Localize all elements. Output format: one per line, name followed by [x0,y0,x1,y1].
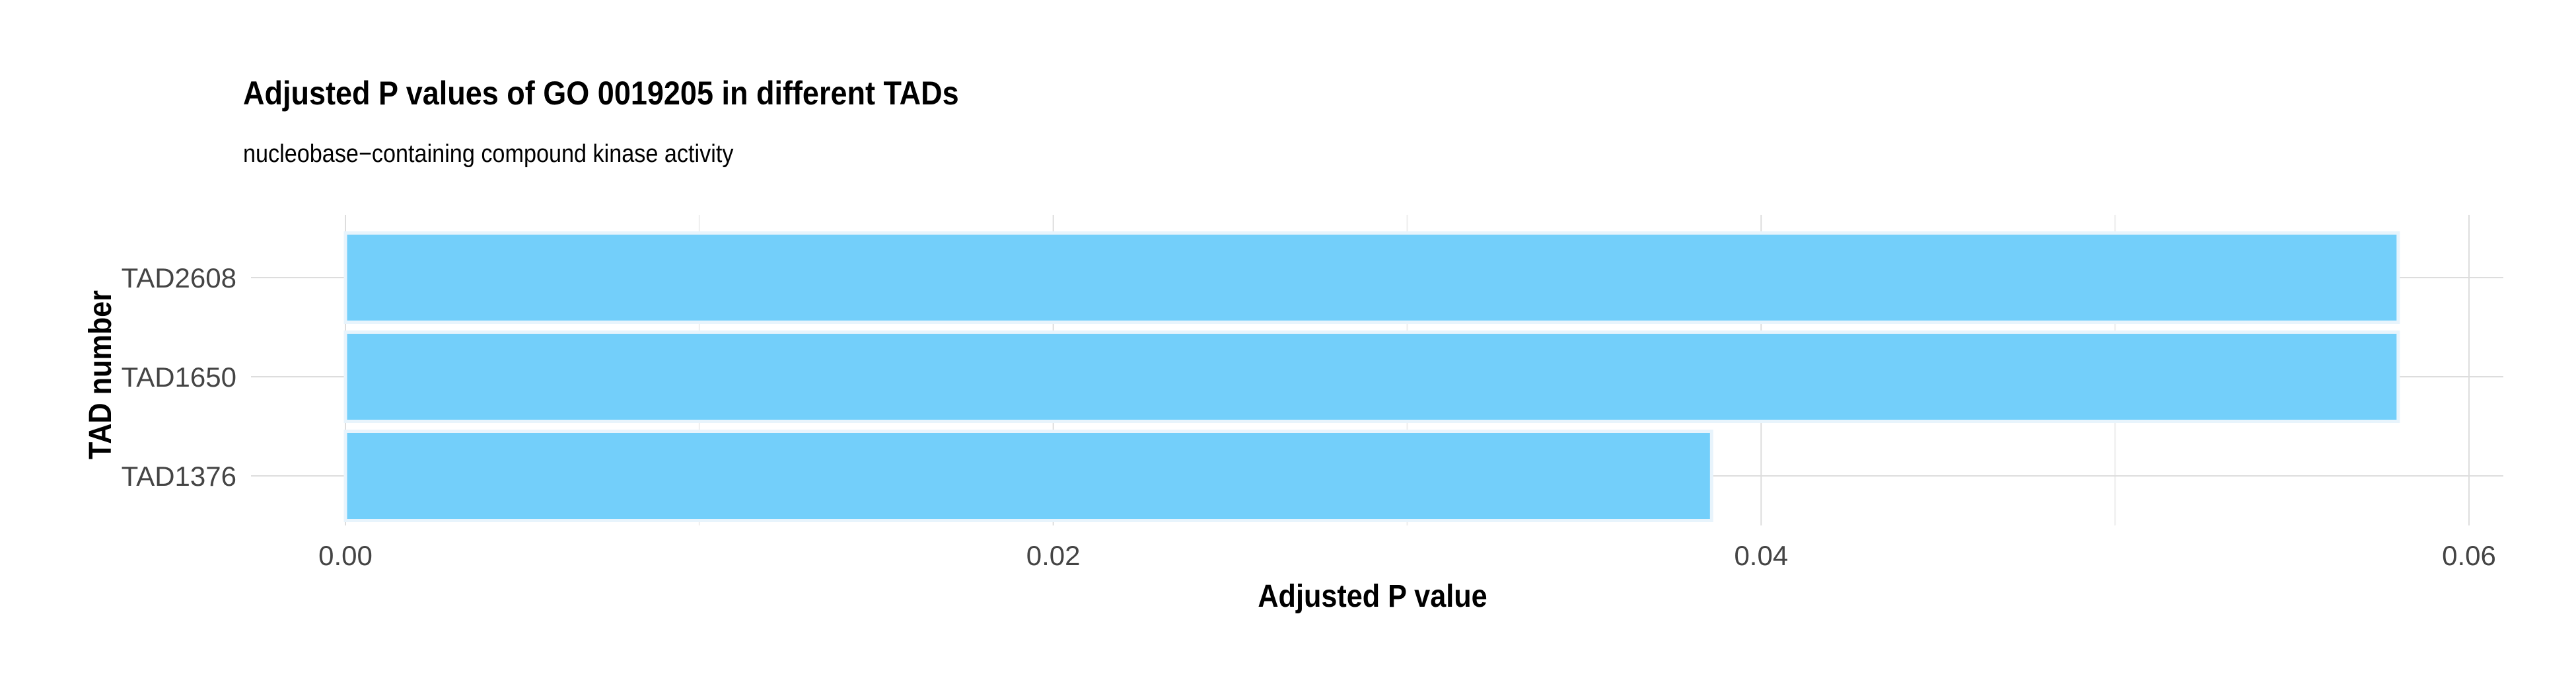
y-axis-tick-labels: TAD2608 TAD1650 TAD1376 [122,262,236,492]
bar-tad1376 [343,430,1713,522]
bar-tad2608 [343,231,2400,324]
x-axis-tick-labels: 0.00 0.02 0.04 0.06 [318,540,2496,571]
chart-title: Adjusted P values of GO 0019205 in diffe… [243,75,959,112]
y-tick-label: TAD1650 [122,362,236,393]
x-tick-label: 0.00 [318,540,373,571]
chart-subtitle: nucleobase−containing compound kinase ac… [243,140,734,168]
y-tick-label: TAD2608 [122,262,236,293]
x-tick-label: 0.02 [1026,540,1081,571]
y-tick-label: TAD1376 [122,461,236,492]
bars [343,231,2400,522]
y-axis-title: TAD number [83,290,118,459]
x-tick-label: 0.06 [2442,540,2496,571]
bar-tad1650 [343,330,2400,423]
x-axis-title: Adjusted P value [1258,578,1487,614]
x-tick-label: 0.04 [1734,540,1788,571]
